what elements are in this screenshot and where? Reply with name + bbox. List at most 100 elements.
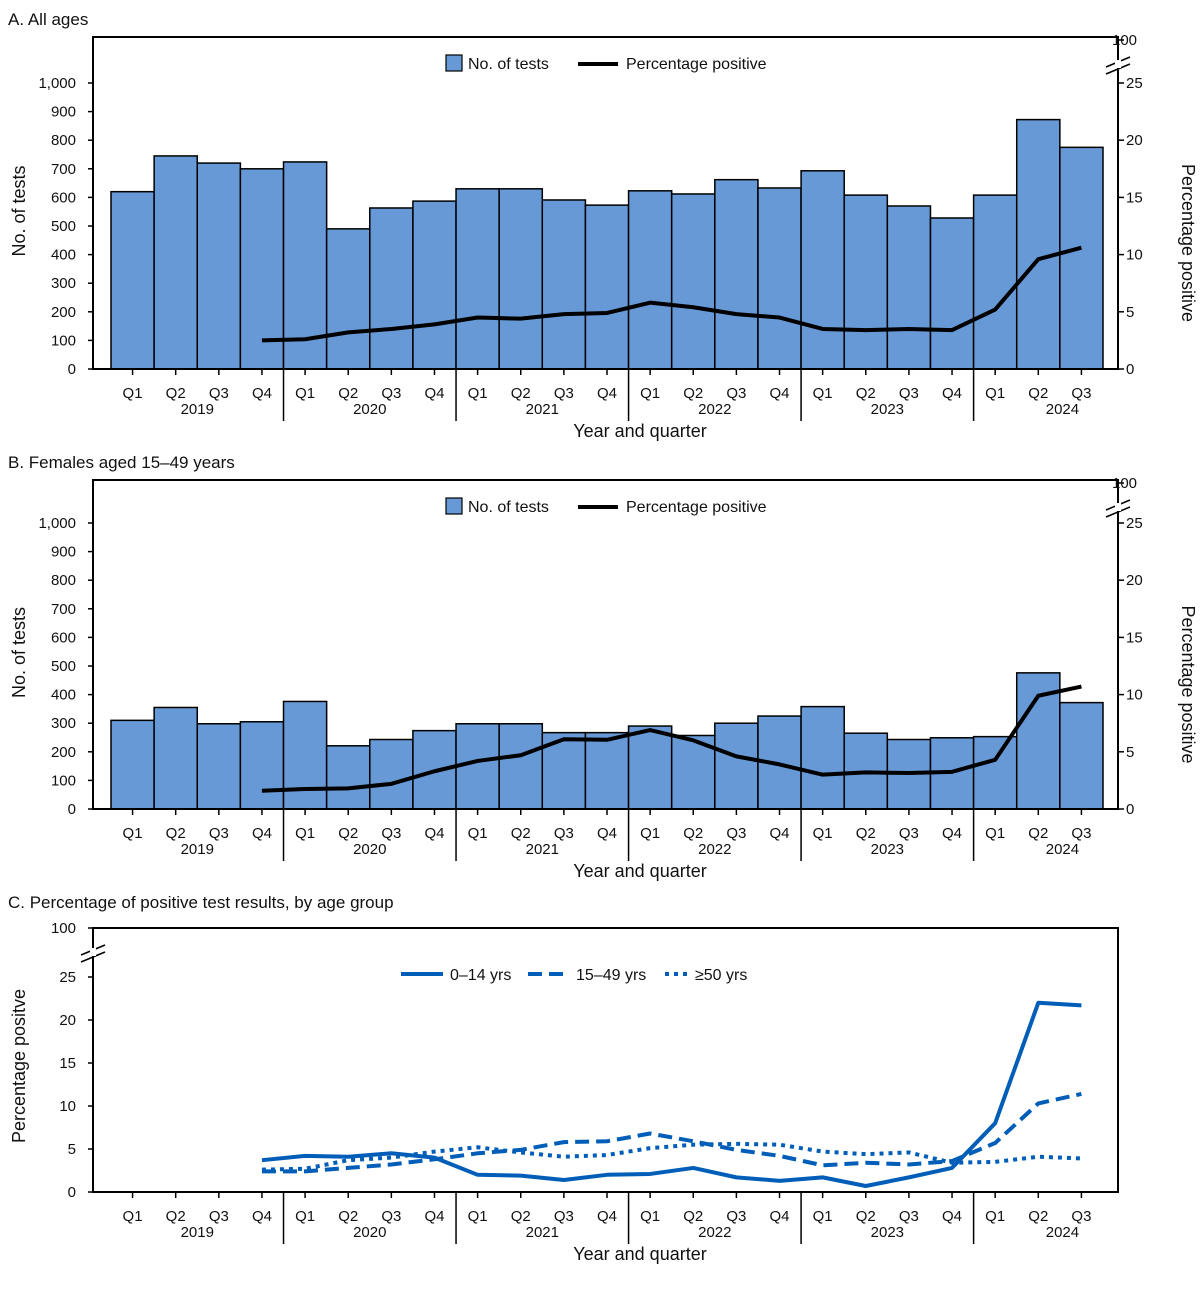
bar xyxy=(670,193,716,370)
bar xyxy=(584,204,630,370)
bar xyxy=(110,190,155,370)
bar xyxy=(239,721,285,810)
y-tick-label: 100 xyxy=(51,332,76,349)
x-tick-label: Q1 xyxy=(640,1208,660,1225)
x-tick-label: Q2 xyxy=(511,1208,531,1225)
y-tick-label: 200 xyxy=(51,744,76,761)
legend-label-percentage: Percentage positive xyxy=(626,499,767,516)
y-tick-label: 400 xyxy=(51,247,76,264)
x-tick-label: Q1 xyxy=(640,385,660,402)
x-tick-label: Q2 xyxy=(338,825,358,842)
x-tick-label: Q4 xyxy=(424,385,444,402)
bar xyxy=(757,187,802,370)
x-tick-label: Q2 xyxy=(856,385,876,402)
x-tick-label: Q1 xyxy=(123,825,143,842)
x-tick-label: Q3 xyxy=(554,825,574,842)
x-tick-label: Q1 xyxy=(985,825,1005,842)
x-tick-label: Q2 xyxy=(856,1208,876,1225)
x-tick-label: Q2 xyxy=(166,1208,186,1225)
x-tick-label: Q2 xyxy=(683,825,703,842)
x-tick-label: Q2 xyxy=(338,385,358,402)
y-tick-label: 700 xyxy=(51,601,76,618)
x-tick-label: Q1 xyxy=(123,385,143,402)
x-tick-label: Q3 xyxy=(554,1208,574,1225)
bar xyxy=(627,190,673,370)
y-tick-label: 0 xyxy=(68,801,76,818)
y2-tick-label: 5 xyxy=(1126,744,1134,761)
x-tick-label: Q3 xyxy=(899,825,919,842)
y-break-label: 100 xyxy=(51,920,76,937)
x-tick-label: Q4 xyxy=(942,1208,962,1225)
year-label: 2019 xyxy=(181,401,214,418)
x-tick-label: Q1 xyxy=(813,385,833,402)
bar xyxy=(929,217,975,370)
bar xyxy=(369,207,414,370)
panel-title: C. Percentage of positive test results, … xyxy=(8,893,394,912)
bar xyxy=(325,228,371,370)
y2-break-label: 100 xyxy=(1112,32,1137,49)
y2-axis-title: Percentage positive xyxy=(1178,605,1198,763)
bar xyxy=(714,722,759,810)
panel-title: A. All ages xyxy=(8,10,88,29)
y2-break-label: 100 xyxy=(1112,475,1137,492)
bar xyxy=(412,200,457,370)
bar xyxy=(972,194,1018,370)
year-label: 2021 xyxy=(526,401,559,418)
y-tick-label: 15 xyxy=(59,1055,76,1072)
bar xyxy=(800,705,845,810)
bar xyxy=(498,188,544,370)
panel-b: B. Females aged 15–49 years0100200300400… xyxy=(8,453,1198,881)
y-tick-label: 20 xyxy=(59,1012,76,1029)
bar xyxy=(1015,118,1061,370)
x-tick-label: Q1 xyxy=(295,825,315,842)
bar xyxy=(1059,701,1104,810)
year-label: 2021 xyxy=(526,841,559,858)
y-tick-label: 0 xyxy=(68,1184,76,1201)
x-tick-label: Q3 xyxy=(1071,1208,1091,1225)
y2-tick-label: 25 xyxy=(1126,75,1143,92)
year-label: 2024 xyxy=(1046,841,1079,858)
bar xyxy=(541,199,587,370)
year-label: 2019 xyxy=(181,1224,214,1241)
x-tick-label: Q2 xyxy=(1028,385,1048,402)
y-tick-label: 500 xyxy=(51,658,76,675)
bar xyxy=(627,725,673,810)
y-tick-label: 1,000 xyxy=(38,75,76,92)
x-tick-label: Q2 xyxy=(166,825,186,842)
bar xyxy=(196,162,242,370)
x-tick-label: Q1 xyxy=(468,385,488,402)
x-axis-title: Year and quarter xyxy=(573,861,706,881)
bar xyxy=(153,155,199,370)
bar xyxy=(325,745,371,810)
bar xyxy=(498,723,544,810)
x-tick-label: Q1 xyxy=(295,1208,315,1225)
year-label: 2021 xyxy=(526,1224,559,1241)
x-tick-label: Q3 xyxy=(209,1208,229,1225)
year-label: 2023 xyxy=(871,1224,904,1241)
percentage-positive-line xyxy=(261,245,1082,343)
x-tick-label: Q4 xyxy=(252,1208,272,1225)
x-tick-label: Q4 xyxy=(252,385,272,402)
y-tick-label: 600 xyxy=(51,629,76,646)
x-tick-label: Q1 xyxy=(813,825,833,842)
x-tick-label: Q2 xyxy=(511,825,531,842)
y-tick-label: 600 xyxy=(51,189,76,206)
y2-tick-label: 25 xyxy=(1126,515,1143,532)
series-line-dotted xyxy=(261,1141,1082,1172)
x-tick-label: Q2 xyxy=(511,385,531,402)
series-line-solid xyxy=(261,1000,1082,1188)
x-tick-label: Q4 xyxy=(597,1208,617,1225)
percentage-positive-line xyxy=(261,684,1082,793)
y-tick-label: 800 xyxy=(51,572,76,589)
bar xyxy=(239,168,285,370)
x-axis-title: Year and quarter xyxy=(573,421,706,441)
x-tick-label: Q4 xyxy=(942,385,962,402)
x-tick-label: Q3 xyxy=(899,1208,919,1225)
x-tick-label: Q1 xyxy=(813,1208,833,1225)
y2-tick-label: 20 xyxy=(1126,132,1143,149)
bar xyxy=(282,700,328,810)
legend-label: 0–14 yrs xyxy=(450,967,511,984)
bar xyxy=(110,719,155,810)
x-tick-label: Q2 xyxy=(856,825,876,842)
